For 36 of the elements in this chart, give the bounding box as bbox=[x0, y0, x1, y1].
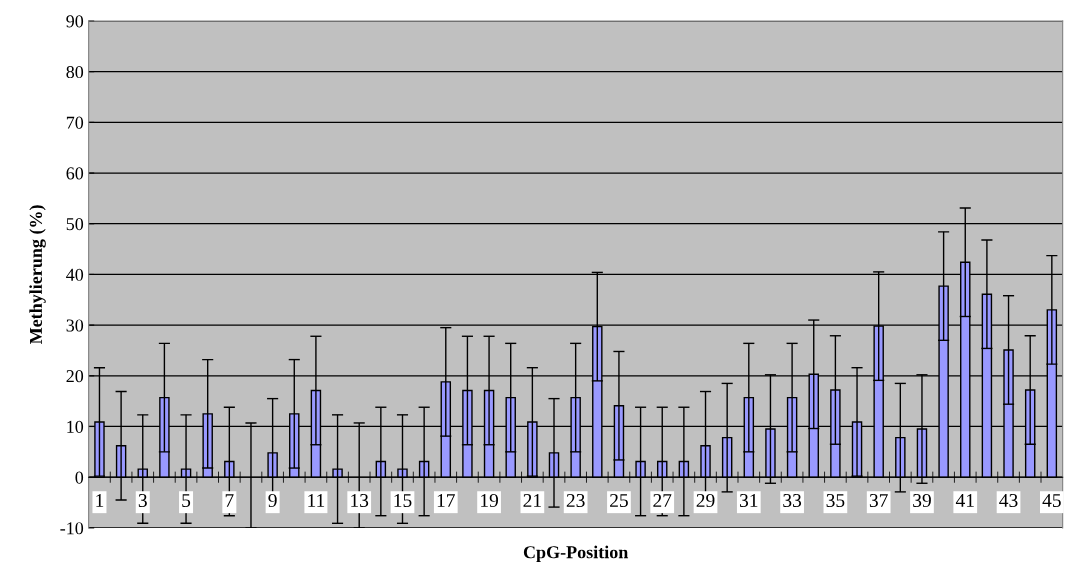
x-tick-label: 29 bbox=[696, 493, 715, 508]
x-tick-label: 31 bbox=[740, 493, 758, 508]
x-tick-label: 21 bbox=[523, 493, 541, 507]
y-tick-label: 60 bbox=[66, 167, 84, 180]
x-tick-label: 5 bbox=[182, 494, 191, 508]
y-tick-label: 40 bbox=[66, 268, 84, 281]
x-tick-label: 3 bbox=[138, 493, 147, 508]
x-tick-label: 13 bbox=[351, 493, 369, 508]
x-tick-label: 1 bbox=[96, 494, 104, 507]
x-tick-label: 33 bbox=[783, 493, 802, 508]
y-tick-label: 0 bbox=[75, 471, 84, 484]
x-tick-label: 23 bbox=[566, 493, 585, 508]
y-tick-label: 70 bbox=[66, 116, 84, 129]
x-tick-label: 25 bbox=[610, 493, 628, 508]
x-tick-label: 39 bbox=[913, 493, 931, 508]
x-axis-title: CpG-Position bbox=[523, 545, 629, 562]
x-tick-label: 27 bbox=[653, 493, 672, 507]
x-tick-label: 37 bbox=[869, 493, 888, 508]
y-tick-label: -10 bbox=[60, 522, 84, 535]
x-tick-label: 35 bbox=[826, 493, 845, 508]
x-tick-label: 41 bbox=[955, 494, 974, 507]
x-tick-label: 9 bbox=[268, 493, 277, 508]
y-tick-label: 20 bbox=[66, 370, 84, 383]
y-axis-title: Methylierung (%) bbox=[29, 205, 46, 345]
y-tick-label: 50 bbox=[66, 218, 84, 231]
y-tick-label: 80 bbox=[66, 65, 84, 79]
y-tick-label: 10 bbox=[67, 420, 84, 433]
x-tick-label: 19 bbox=[481, 493, 498, 508]
y-tick-label: 90 bbox=[66, 15, 84, 28]
x-tick-label: 17 bbox=[437, 494, 455, 507]
x-tick-label: 15 bbox=[394, 494, 412, 508]
x-tick-label: 11 bbox=[308, 494, 325, 507]
y-tick-label: 30 bbox=[66, 319, 84, 332]
x-tick-label: 43 bbox=[999, 493, 1018, 508]
x-tick-label: 45 bbox=[1042, 494, 1061, 508]
x-tick-label: 7 bbox=[225, 494, 234, 507]
